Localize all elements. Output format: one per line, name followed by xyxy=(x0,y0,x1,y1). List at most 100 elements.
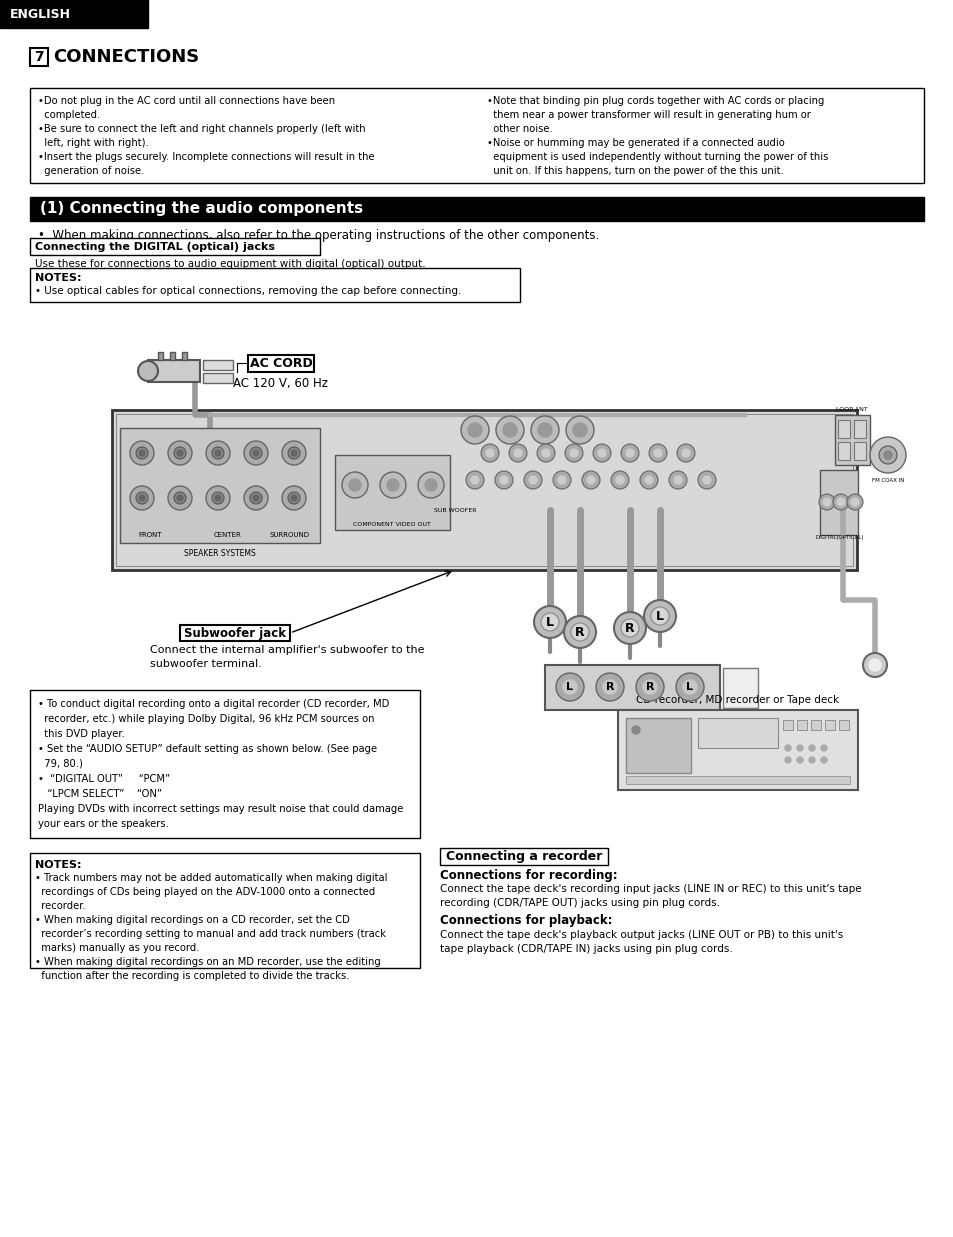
Circle shape xyxy=(821,757,826,763)
Circle shape xyxy=(253,495,258,501)
Text: marks) manually as you record.: marks) manually as you record. xyxy=(35,943,199,952)
Text: “LPCM SELECT”    “ON”: “LPCM SELECT” “ON” xyxy=(38,789,162,799)
Text: • To conduct digital recording onto a digital recorder (CD recorder, MD: • To conduct digital recording onto a di… xyxy=(38,699,389,709)
Bar xyxy=(820,470,857,534)
Circle shape xyxy=(417,473,443,499)
Bar xyxy=(30,197,923,221)
Circle shape xyxy=(698,471,716,489)
Circle shape xyxy=(796,757,802,763)
Circle shape xyxy=(212,492,224,503)
Circle shape xyxy=(636,673,663,701)
Text: • Set the “AUDIO SETUP” default setting as shown below. (See page: • Set the “AUDIO SETUP” default setting … xyxy=(38,743,376,755)
Circle shape xyxy=(480,444,498,461)
Text: SUB WOOFER: SUB WOOFER xyxy=(434,508,476,513)
Circle shape xyxy=(130,442,153,465)
Text: •Note that binding pin plug cords together with AC cords or placing: •Note that binding pin plug cords togeth… xyxy=(486,96,823,106)
Circle shape xyxy=(676,673,703,701)
Bar xyxy=(838,720,848,730)
Bar xyxy=(148,360,200,382)
Circle shape xyxy=(673,476,681,484)
Circle shape xyxy=(563,616,596,648)
Circle shape xyxy=(862,653,886,677)
Text: recorder, etc.) while playing Dolby Digital, 96 kHz PCM sources on: recorder, etc.) while playing Dolby Digi… xyxy=(38,714,375,724)
Circle shape xyxy=(553,471,571,489)
Circle shape xyxy=(534,606,565,638)
Text: this DVD player.: this DVD player. xyxy=(38,729,125,738)
Circle shape xyxy=(593,444,610,461)
Text: recording (CDR/TAPE OUT) jacks using pin plug cords.: recording (CDR/TAPE OUT) jacks using pin… xyxy=(439,898,720,908)
Circle shape xyxy=(556,673,583,701)
Circle shape xyxy=(702,476,710,484)
Circle shape xyxy=(681,449,689,456)
Circle shape xyxy=(529,476,537,484)
Circle shape xyxy=(650,607,668,625)
Circle shape xyxy=(177,495,183,501)
Bar xyxy=(30,48,48,66)
Bar xyxy=(824,720,834,730)
Circle shape xyxy=(460,416,489,444)
Circle shape xyxy=(514,449,521,456)
Circle shape xyxy=(784,745,790,751)
Circle shape xyxy=(610,471,628,489)
Bar xyxy=(853,421,865,438)
Text: Connect the tape deck's playback output jacks (LINE OUT or PB) to this unit's: Connect the tape deck's playback output … xyxy=(439,930,842,940)
Circle shape xyxy=(253,450,258,456)
Text: Connect the tape deck's recording input jacks (LINE IN or REC) to this unit's ta: Connect the tape deck's recording input … xyxy=(439,884,861,894)
Text: FRONT: FRONT xyxy=(138,532,162,538)
Circle shape xyxy=(654,449,661,456)
Bar xyxy=(834,414,869,465)
Text: NOTES:: NOTES: xyxy=(35,273,81,283)
Circle shape xyxy=(291,450,296,456)
Circle shape xyxy=(596,673,623,701)
Bar xyxy=(182,353,187,360)
Circle shape xyxy=(564,444,582,461)
Text: • When making digital recordings on an MD recorder, use the editing: • When making digital recordings on an M… xyxy=(35,957,380,967)
Circle shape xyxy=(573,423,586,437)
Circle shape xyxy=(643,600,676,632)
Circle shape xyxy=(214,450,221,456)
Text: Connect the internal amplifier's subwoofer to the: Connect the internal amplifier's subwoof… xyxy=(150,644,424,656)
Circle shape xyxy=(288,492,299,503)
Circle shape xyxy=(214,495,221,501)
Bar xyxy=(203,360,233,370)
Circle shape xyxy=(868,659,880,670)
Circle shape xyxy=(168,486,192,510)
Circle shape xyxy=(540,614,558,631)
Circle shape xyxy=(250,447,262,459)
Circle shape xyxy=(878,447,896,464)
Circle shape xyxy=(850,499,858,506)
Circle shape xyxy=(808,745,814,751)
Bar xyxy=(722,668,758,708)
Text: completed.: completed. xyxy=(38,110,100,120)
Circle shape xyxy=(468,423,481,437)
Text: •Insert the plugs securely. Incomplete connections will result in the: •Insert the plugs securely. Incomplete c… xyxy=(38,152,375,162)
Circle shape xyxy=(537,423,552,437)
Circle shape xyxy=(586,476,595,484)
Text: DIGITAL(OPTICAL): DIGITAL(OPTICAL) xyxy=(815,534,863,541)
Circle shape xyxy=(496,416,523,444)
Circle shape xyxy=(206,486,230,510)
Text: Playing DVDs with incorrect settings may result noise that could damage: Playing DVDs with incorrect settings may… xyxy=(38,804,403,814)
Circle shape xyxy=(502,423,517,437)
Text: 79, 80.): 79, 80.) xyxy=(38,760,83,769)
Text: L: L xyxy=(686,682,693,691)
Circle shape xyxy=(138,361,158,381)
Circle shape xyxy=(288,447,299,459)
Circle shape xyxy=(832,494,848,510)
Circle shape xyxy=(495,471,513,489)
Circle shape xyxy=(642,680,657,694)
Bar xyxy=(170,353,174,360)
Circle shape xyxy=(424,479,436,491)
Circle shape xyxy=(349,479,360,491)
Circle shape xyxy=(139,450,145,456)
Circle shape xyxy=(883,452,891,459)
Circle shape xyxy=(616,476,623,484)
Circle shape xyxy=(206,442,230,465)
Bar xyxy=(30,88,923,183)
Text: R: R xyxy=(575,626,584,638)
Text: function after the recording is completed to divide the tracks.: function after the recording is complete… xyxy=(35,971,349,981)
Text: recorder’s recording setting to manual and add track numbers (track: recorder’s recording setting to manual a… xyxy=(35,929,386,939)
Circle shape xyxy=(562,680,577,694)
Circle shape xyxy=(173,492,186,503)
Circle shape xyxy=(836,499,844,506)
